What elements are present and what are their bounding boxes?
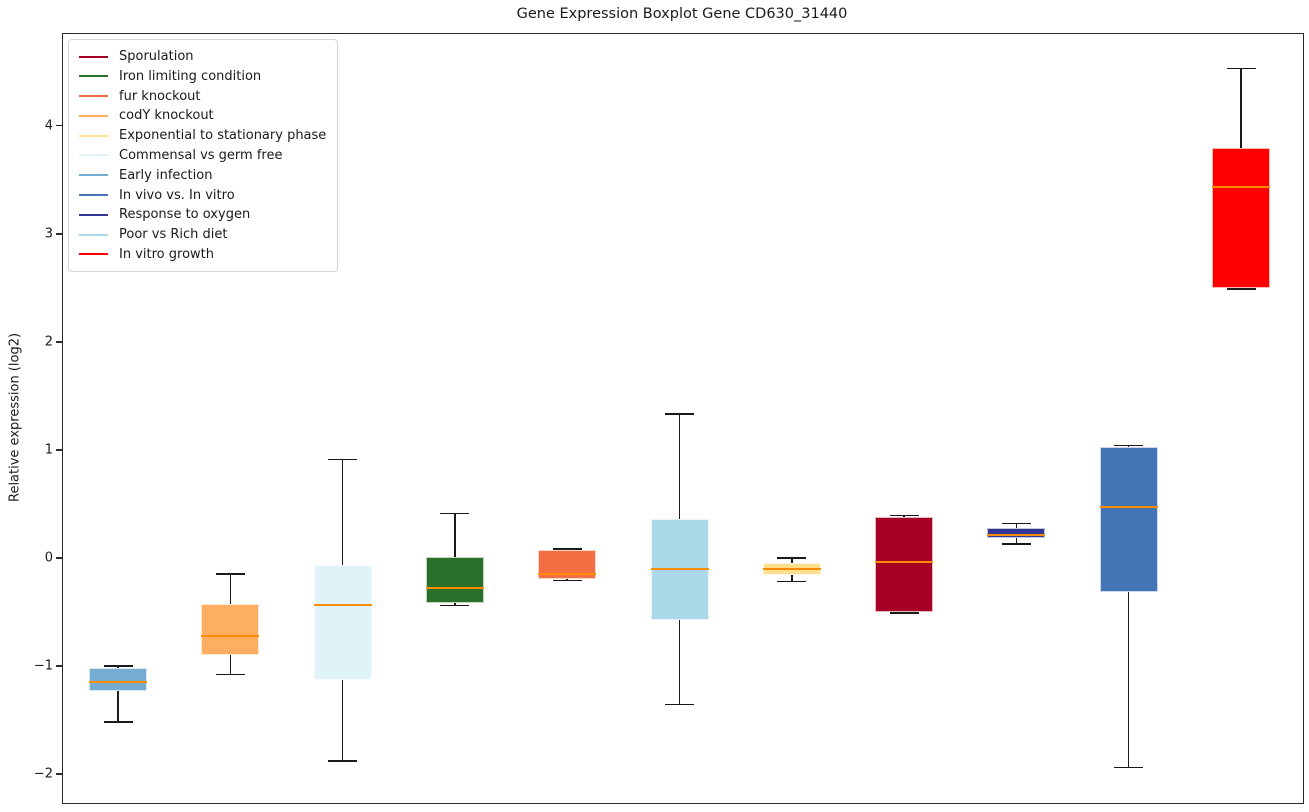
- whisker-cap-bottom-early-infection: [103, 721, 133, 723]
- median-line-early-infection: [89, 681, 147, 684]
- legend-label: Early infection: [119, 167, 213, 183]
- legend-label: Iron limiting condition: [119, 68, 262, 84]
- whisker-cap-bottom-poor-vs-rich-diet: [665, 703, 694, 706]
- legend-swatch-icon: [79, 55, 108, 58]
- legend-swatch-icon: [79, 134, 108, 137]
- legend-item-early-infection: Early infection: [79, 166, 327, 185]
- median-line-in-vivo-vs-in-vitro: [1099, 506, 1158, 509]
- y-tick-3: [56, 233, 62, 235]
- legend-label: fur knockout: [119, 88, 201, 104]
- legend-swatch-icon: [79, 114, 108, 117]
- legend-item-cody-knockout: codY knockout: [79, 106, 327, 125]
- box-commensal-vs-germ-free: [313, 565, 372, 680]
- whisker-cap-top-poor-vs-rich-diet: [665, 413, 694, 415]
- legend-label: Sporulation: [119, 49, 194, 64]
- whisker-cap-bottom-response-to-oxygen: [1001, 543, 1031, 545]
- legend-item-poor-vs-rich-diet: Poor vs Rich diet: [79, 225, 327, 244]
- legend-item-exponential-to-stationary-phase: Exponential to stationary phase: [79, 126, 327, 145]
- y-tick-4: [56, 125, 62, 127]
- legend-swatch-icon: [79, 154, 108, 157]
- whisker-cap-top-exponential-to-stationary-phase: [777, 557, 807, 559]
- legend-item-in-vitro-growth: In vitro growth: [79, 245, 327, 264]
- box-sporulation: [875, 516, 934, 612]
- whisker-cap-bottom-cody-knockout: [215, 673, 245, 676]
- legend-item-sporulation: Sporulation: [79, 47, 327, 66]
- box-early-infection: [89, 667, 147, 691]
- legend-swatch-icon: [79, 194, 108, 197]
- whisker-cap-top-early-infection: [103, 665, 133, 667]
- legend-item-in-vivo-vs-in-vitro: In vivo vs. In vitro: [79, 186, 327, 205]
- whisker-cap-bottom-commensal-vs-germ-free: [328, 760, 358, 762]
- legend-label: Commensal vs germ free: [119, 147, 283, 163]
- y-tick-2: [56, 341, 62, 343]
- median-line-response-to-oxygen: [987, 534, 1046, 537]
- legend-item-response-to-oxygen: Response to oxygen: [79, 205, 327, 224]
- whisker-line-early-infection: [117, 665, 119, 722]
- whisker-cap-top-in-vivo-vs-in-vitro: [1114, 444, 1144, 447]
- whisker-cap-bottom-sporulation: [889, 612, 919, 614]
- box-poor-vs-rich-diet: [650, 518, 709, 621]
- legend-item-commensal-vs-germ-free: Commensal vs germ free: [79, 146, 327, 165]
- chart-title: Gene Expression Boxplot Gene CD630_31440: [516, 6, 848, 22]
- box-cody-knockout: [201, 604, 260, 656]
- y-tick-label-3: 3: [44, 226, 53, 242]
- box-iron-limiting-condition: [425, 556, 484, 604]
- y-tick-label-0: 0: [44, 550, 53, 566]
- y-tick-0: [56, 557, 62, 559]
- legend-item-fur-knockout: fur knockout: [79, 87, 327, 106]
- legend-label: codY knockout: [119, 108, 214, 124]
- whisker-line-in-vivo-vs-in-vitro: [1127, 445, 1130, 768]
- y-tick-label--2: −2: [33, 766, 53, 782]
- legend-swatch-icon: [79, 75, 108, 78]
- legend-label: Poor vs Rich diet: [119, 227, 228, 243]
- median-line-iron-limiting-condition: [425, 587, 484, 590]
- legend-item-iron-limiting-condition: Iron limiting condition: [79, 67, 327, 86]
- legend-label: In vitro growth: [119, 246, 214, 262]
- whisker-cap-bottom-in-vivo-vs-in-vitro: [1114, 766, 1144, 769]
- legend-label: In vivo vs. In vitro: [119, 187, 235, 203]
- legend-swatch-icon: [79, 213, 108, 216]
- y-tick--1: [56, 665, 62, 667]
- whisker-cap-top-response-to-oxygen: [1001, 522, 1031, 524]
- whisker-cap-top-in-vitro-growth: [1226, 67, 1256, 70]
- legend-swatch-icon: [79, 174, 108, 177]
- whisker-cap-bottom-iron-limiting-condition: [440, 604, 470, 607]
- whisker-cap-bottom-fur-knockout: [552, 579, 582, 582]
- legend: Sporulation Iron limiting condition fur kn…: [68, 39, 338, 272]
- legend-label: Exponential to stationary phase: [119, 128, 327, 144]
- median-line-in-vitro-growth: [1212, 186, 1270, 189]
- legend-swatch-icon: [79, 253, 108, 256]
- median-line-exponential-to-stationary-phase: [762, 567, 821, 570]
- box-in-vivo-vs-in-vitro: [1099, 446, 1158, 593]
- legend-label: Response to oxygen: [119, 207, 251, 223]
- legend-swatch-icon: [79, 233, 108, 236]
- whisker-cap-top-commensal-vs-germ-free: [328, 458, 358, 461]
- whisker-cap-top-fur-knockout: [552, 548, 582, 550]
- y-tick--2: [56, 773, 62, 775]
- box-in-vitro-growth: [1212, 148, 1270, 288]
- y-tick-label--1: −1: [33, 658, 53, 674]
- y-tick-1: [56, 449, 62, 451]
- legend-swatch-icon: [79, 95, 108, 98]
- whisker-cap-bottom-in-vitro-growth: [1226, 288, 1256, 290]
- y-axis-label: Relative expression (log2): [7, 332, 23, 503]
- median-line-sporulation: [875, 561, 934, 564]
- box-fur-knockout: [538, 550, 597, 580]
- whisker-cap-bottom-exponential-to-stationary-phase: [777, 580, 807, 583]
- median-line-fur-knockout: [538, 573, 597, 576]
- whisker-cap-top-cody-knockout: [215, 573, 245, 575]
- y-tick-label-2: 2: [44, 334, 53, 350]
- whisker-cap-top-sporulation: [889, 514, 919, 517]
- whisker-cap-top-iron-limiting-condition: [440, 512, 470, 515]
- median-line-poor-vs-rich-diet: [650, 567, 709, 570]
- y-tick-label-1: 1: [44, 442, 53, 458]
- box-response-to-oxygen: [987, 527, 1046, 539]
- median-line-cody-knockout: [201, 634, 260, 637]
- y-tick-label-4: 4: [44, 118, 53, 134]
- median-line-commensal-vs-germ-free: [313, 604, 372, 607]
